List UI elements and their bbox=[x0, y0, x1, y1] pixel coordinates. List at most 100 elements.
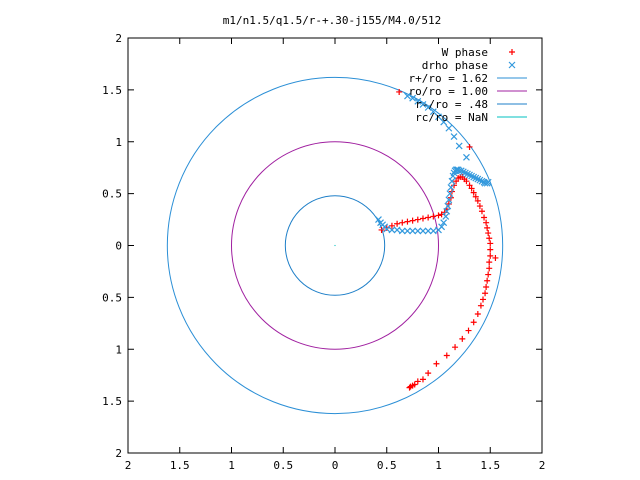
w-phase-point bbox=[404, 218, 411, 225]
x-tick-label: 0.5 bbox=[273, 459, 293, 472]
w-phase-point bbox=[472, 193, 479, 200]
w-phase-point bbox=[463, 178, 470, 185]
w-phase-point bbox=[487, 252, 494, 259]
legend-label: W phase bbox=[442, 46, 488, 59]
w-phase-point bbox=[486, 265, 493, 272]
drho-phase-point bbox=[474, 175, 482, 183]
w-phase-point bbox=[414, 378, 421, 385]
drho-phase-point bbox=[444, 202, 452, 210]
drho-phase-point bbox=[470, 173, 478, 181]
x-tick-label: 1 bbox=[435, 459, 442, 472]
drho-phase-point bbox=[383, 225, 391, 233]
drho-phase-point bbox=[429, 108, 437, 116]
w-phase-point bbox=[478, 208, 485, 215]
w-phase-point bbox=[481, 214, 488, 221]
legend-label: r+/ro = 1.62 bbox=[409, 72, 488, 85]
drho-phase-point bbox=[440, 118, 448, 126]
drho-phase-point bbox=[414, 97, 422, 105]
reference-circles bbox=[166, 76, 504, 415]
w-phase-point bbox=[394, 220, 401, 227]
circle-r-ro bbox=[166, 76, 504, 415]
drho-phase-point bbox=[457, 167, 465, 175]
w-phase-point bbox=[465, 327, 472, 334]
drho-phase-point bbox=[455, 167, 463, 175]
w-phase-point bbox=[487, 246, 494, 253]
drho-phase-point bbox=[429, 227, 437, 235]
w-phase-point bbox=[466, 182, 473, 189]
drho-phase-point bbox=[398, 227, 406, 235]
drho-phase-point bbox=[459, 168, 467, 176]
drho-phase-point bbox=[463, 153, 470, 161]
w-phase-point bbox=[406, 384, 413, 391]
drho-phase-point bbox=[442, 213, 450, 220]
w-phase-point bbox=[485, 230, 492, 237]
drho-phase-point bbox=[424, 227, 432, 235]
w-phase-point bbox=[484, 224, 491, 231]
w-phase-point bbox=[388, 222, 395, 229]
x-tick-label: 1.5 bbox=[170, 459, 190, 472]
w-phase-point bbox=[419, 376, 426, 383]
w-phase-point bbox=[468, 185, 475, 192]
w-phase-point bbox=[433, 360, 440, 367]
drho-phase-point bbox=[461, 169, 469, 177]
drho-phase-point bbox=[448, 177, 456, 185]
drho-phase-point bbox=[468, 172, 476, 180]
legend-label: r-/ro = .48 bbox=[415, 98, 488, 111]
drho-phase-point bbox=[440, 219, 448, 227]
drho-phase-point bbox=[472, 174, 480, 182]
w-phase-point bbox=[483, 219, 490, 226]
drho-phase-point bbox=[455, 142, 463, 150]
w-phase-point bbox=[452, 344, 459, 351]
legend-marker-plus bbox=[509, 49, 515, 55]
w-phase-point bbox=[378, 226, 385, 233]
w-phase-point bbox=[470, 319, 477, 326]
x-tick-label: 2 bbox=[125, 459, 132, 472]
w-phase-point bbox=[482, 290, 489, 297]
w-phase-point bbox=[430, 213, 437, 220]
w-phase-point bbox=[477, 302, 484, 309]
w-phase-point bbox=[486, 259, 493, 266]
series-drho-phase bbox=[375, 92, 492, 235]
circle-r-ro bbox=[284, 195, 386, 296]
w-phase-point bbox=[445, 201, 452, 207]
x-tick-label: 1 bbox=[228, 459, 235, 472]
w-phase-point bbox=[480, 296, 487, 303]
w-phase-point bbox=[474, 197, 481, 204]
w-phase-point bbox=[466, 143, 473, 150]
drho-phase-point bbox=[476, 176, 484, 184]
circle-ro-ro bbox=[231, 141, 439, 350]
w-phase-point bbox=[443, 352, 450, 359]
w-phase-point bbox=[483, 284, 490, 290]
axis-ticks: 2 1.5 1 0.5 0 0.5 1 1.5 221.510.500.511.52 bbox=[102, 32, 545, 472]
drho-phase-point bbox=[450, 133, 458, 140]
w-phase-point bbox=[492, 254, 499, 261]
drho-phase-point bbox=[466, 171, 473, 179]
w-phase-point bbox=[459, 335, 466, 342]
w-phase-point bbox=[470, 189, 477, 196]
drho-phase-point bbox=[438, 223, 446, 231]
drho-phase-point bbox=[478, 177, 486, 185]
drho-phase-point bbox=[393, 226, 401, 234]
drho-phase-point bbox=[409, 94, 417, 102]
drho-phase-point bbox=[443, 207, 451, 215]
w-phase-point bbox=[484, 277, 491, 284]
drho-phase-point bbox=[453, 166, 461, 174]
drho-phase-point bbox=[445, 124, 453, 132]
w-phase-point bbox=[383, 224, 390, 231]
y-tick-label: 0.5 bbox=[102, 291, 122, 304]
w-phase-point bbox=[441, 209, 448, 216]
drho-phase-point bbox=[404, 227, 411, 235]
y-tick-label: 1.5 bbox=[102, 84, 122, 97]
drho-phase-point bbox=[419, 100, 427, 108]
drho-phase-point bbox=[375, 216, 382, 223]
w-phase-point bbox=[486, 235, 493, 242]
w-phase-point bbox=[409, 217, 416, 224]
drho-phase-point bbox=[446, 190, 454, 198]
drho-phase-point bbox=[414, 227, 422, 235]
legend-label: ro/ro = 1.00 bbox=[409, 85, 488, 98]
w-phase-point bbox=[487, 240, 494, 247]
w-phase-point bbox=[453, 178, 460, 185]
w-phase-point bbox=[425, 370, 432, 377]
data-series bbox=[375, 88, 499, 391]
